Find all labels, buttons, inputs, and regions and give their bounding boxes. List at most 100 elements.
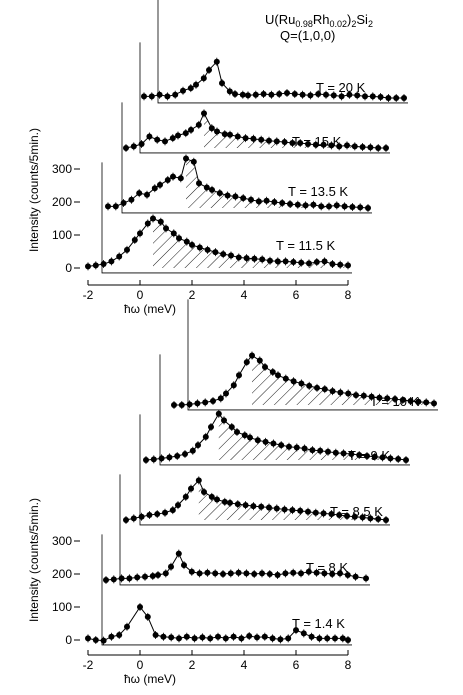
data-point-top-2-13	[214, 128, 220, 135]
data-point-bottom-4-1	[178, 402, 185, 408]
x-tick-bottom-0: 0	[137, 658, 144, 672]
data-point-top-1-7	[157, 181, 163, 188]
data-point-top-0-8	[144, 220, 151, 227]
data-point-bottom-4-16	[282, 375, 289, 382]
data-point-bottom-4-5	[210, 398, 216, 405]
data-point-bottom-1-29	[321, 570, 328, 577]
data-point-top-2-8	[182, 130, 189, 137]
data-point-bottom-3-9	[208, 424, 214, 430]
data-point-bottom-0-32	[339, 635, 346, 642]
data-point-bottom-4-10	[243, 359, 250, 366]
data-point-bottom-1-15	[212, 570, 219, 577]
data-point-bottom-3-3	[166, 454, 173, 461]
data-point-bottom-2-32	[359, 514, 366, 521]
series-frame-bottom-3	[159, 354, 410, 466]
x-tick-bottom-6: 6	[293, 658, 300, 672]
data-point-top-3-6	[187, 85, 194, 92]
data-point-top-0-1	[92, 262, 99, 269]
x-axis-label-bottom: ħω (meV)	[124, 672, 176, 686]
data-point-bottom-3-31	[371, 453, 378, 460]
data-point-top-1-12	[190, 158, 197, 165]
x-tick-top-4: 4	[241, 288, 248, 302]
y-tick-bottom-0: 0	[65, 633, 72, 647]
panel-bottom: Intensity (counts/5min.) 0 100 200 300 -2 0 2 4 6…	[27, 299, 438, 686]
data-point-bottom-4-12	[256, 357, 263, 364]
data-point-top-1-30	[326, 203, 332, 210]
data-point-bottom-0-8	[152, 632, 159, 639]
data-point-bottom-1-5	[142, 573, 148, 580]
data-point-top-0-15	[189, 241, 195, 248]
data-point-bottom-3-22	[301, 445, 308, 452]
data-point-top-0-12	[170, 230, 177, 237]
data-point-top-0-10	[157, 218, 164, 225]
y-tick-bottom-100: 100	[52, 600, 72, 614]
data-point-bottom-2-15	[227, 499, 233, 506]
y-tick-bottom-200: 200	[52, 567, 72, 581]
series-label-top-0: T = 11.5 K	[276, 238, 335, 253]
data-point-bottom-3-5	[182, 451, 188, 458]
data-point-bottom-1-34	[363, 575, 369, 582]
data-point-bottom-0-0	[85, 635, 91, 642]
data-point-top-0-27	[282, 258, 289, 265]
data-point-bottom-2-7	[175, 502, 181, 509]
data-point-bottom-3-17	[262, 438, 269, 445]
x-tick-bottom-8: 8	[345, 658, 352, 672]
data-point-top-0-4	[116, 253, 123, 260]
data-point-bottom-2-27	[320, 510, 327, 517]
data-point-top-0-19	[220, 251, 227, 258]
data-point-bottom-3-2	[158, 455, 165, 462]
data-point-top-2-30	[344, 142, 350, 149]
data-point-bottom-0-15	[207, 635, 214, 642]
data-point-top-3-26	[330, 92, 337, 99]
data-point-top-2-32	[359, 144, 366, 151]
data-point-top-3-30	[362, 93, 368, 100]
data-point-bottom-3-7	[195, 442, 201, 449]
series-frame-bottom-1	[119, 474, 370, 586]
data-point-bottom-3-29	[356, 452, 363, 459]
data-point-bottom-3-1	[150, 456, 157, 463]
data-point-bottom-3-16	[254, 437, 261, 444]
data-point-bottom-3-8	[202, 433, 209, 440]
data-point-top-0-2	[100, 261, 107, 268]
data-point-top-2-15	[227, 131, 233, 138]
series-frame-top-0	[101, 162, 352, 274]
data-point-bottom-1-18	[235, 569, 242, 576]
data-point-bottom-1-11	[181, 562, 187, 569]
data-point-bottom-1-20	[251, 571, 258, 578]
data-point-bottom-2-12	[208, 493, 215, 500]
data-point-top-0-21	[235, 254, 242, 261]
data-point-bottom-1-25	[290, 569, 297, 576]
data-point-top-0-5	[124, 246, 130, 253]
data-point-top-1-31	[333, 202, 340, 209]
data-point-bottom-1-4	[134, 574, 141, 581]
data-point-bottom-4-26	[360, 392, 367, 399]
data-point-bottom-2-5	[162, 509, 168, 516]
data-point-top-2-12	[208, 125, 215, 132]
data-point-bottom-1-9	[168, 563, 174, 570]
y-tick-top-0: 0	[65, 261, 72, 275]
data-point-bottom-3-14	[241, 432, 248, 439]
data-point-top-0-11	[163, 225, 169, 232]
data-point-bottom-3-19	[278, 442, 285, 449]
data-point-top-2-33	[367, 144, 374, 151]
data-point-top-3-1	[148, 93, 155, 100]
data-point-top-0-26	[274, 258, 281, 265]
data-point-top-2-11	[201, 110, 207, 117]
data-point-bottom-3-24	[317, 447, 324, 454]
data-point-bottom-3-11	[221, 417, 227, 424]
data-point-bottom-1-10	[175, 550, 182, 557]
data-point-bottom-4-14	[269, 369, 276, 375]
data-point-top-3-13	[232, 91, 238, 98]
data-point-top-3-14	[239, 91, 246, 98]
data-point-bottom-1-13	[196, 570, 203, 577]
y-tick-bottom-300: 300	[52, 534, 72, 548]
series-label-top-3: T = 20 K	[316, 80, 366, 95]
data-point-bottom-2-34	[375, 516, 382, 523]
data-point-bottom-2-24	[297, 507, 304, 514]
data-point-top-1-28	[310, 201, 317, 208]
data-point-bottom-2-26	[312, 509, 319, 516]
data-point-top-3-8	[200, 75, 207, 82]
x-tick-bottom-2: 2	[189, 658, 196, 672]
data-point-top-2-23	[289, 140, 296, 147]
data-point-bottom-0-29	[316, 635, 323, 642]
